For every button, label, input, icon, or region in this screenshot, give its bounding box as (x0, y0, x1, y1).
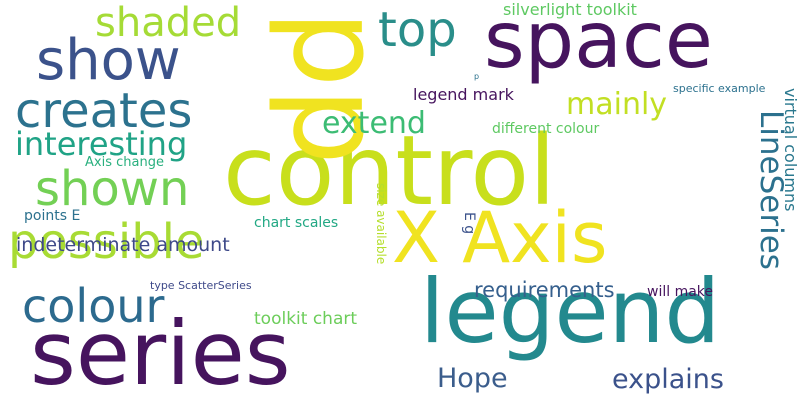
word-shaded: shaded (95, 0, 242, 46)
word-interesting: interesting (15, 125, 188, 163)
word-points-e: points E (24, 208, 81, 224)
word-specific-example: specific example (673, 82, 766, 95)
word-e-g: E g (461, 212, 477, 235)
word-indeterminate-amount: indeterminate amount (16, 234, 230, 256)
word-explains: explains (612, 364, 724, 395)
word-extend: extend (322, 106, 426, 141)
word-different-colour: different colour (492, 121, 600, 137)
word-control: control (223, 115, 556, 227)
word-creates: creates (15, 83, 193, 139)
word-chart-scales: chart scales (254, 215, 339, 231)
word-legend-mark: legend mark (413, 85, 514, 104)
word-top: top (378, 2, 457, 58)
word-space: space (484, 0, 713, 86)
word-shown: shown (35, 161, 190, 217)
word-possible: possible (8, 214, 205, 270)
word-size-available: size available (374, 183, 388, 265)
word-virtual-columns: virtual columns (781, 88, 800, 212)
word-toolkit-chart: toolkit chart (254, 309, 358, 329)
word-p: p (474, 72, 480, 81)
word-legend: legend (420, 260, 721, 363)
word-mainly: mainly (566, 87, 668, 122)
word-show: show (36, 28, 181, 93)
word-will-make: will make (647, 284, 714, 300)
word-axis-change: Axis change (85, 155, 164, 170)
word-x-axis: X Axis (392, 197, 608, 279)
word-hope: Hope (437, 363, 508, 394)
word-colour: colour (22, 279, 165, 333)
word-series: series (30, 302, 291, 400)
word-requirements: requirements (474, 278, 615, 302)
word-silverlight-toolkit: silverlight toolkit (503, 0, 637, 19)
word-type-scatterseries: type ScatterSeries (150, 279, 252, 292)
